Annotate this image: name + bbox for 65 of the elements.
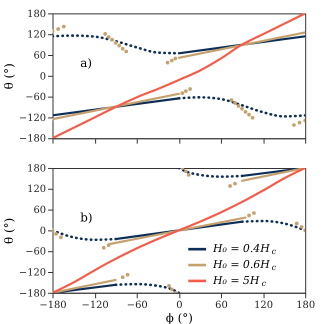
point [230,98,234,102]
point [166,60,170,64]
point [106,243,111,248]
point [62,24,66,28]
y-tick-label: −60 [25,92,46,104]
y-tick-label: 0 [40,226,46,237]
point [167,284,171,288]
point [250,116,254,120]
x-tick-label: 180 [296,300,316,312]
y-tick-label: 60 [33,205,46,216]
point [170,287,174,292]
point [236,104,240,108]
point [126,272,130,277]
point [188,87,192,91]
point [56,27,60,31]
point [110,38,114,42]
point [120,275,125,280]
point [184,170,188,174]
x-tick-label: 60 [215,300,228,312]
y-axis-title: θ (°) [2,218,16,244]
point [228,184,232,188]
point [186,173,191,177]
x-tick-label: 120 [254,300,274,312]
point [124,50,128,54]
annotation: b) [80,210,93,224]
y-tick-label: 60 [33,50,46,62]
point [184,89,188,93]
point [117,44,122,48]
point [247,112,251,117]
y-tick-label: 0 [40,71,46,82]
point [244,110,248,114]
point [59,235,63,240]
point [298,120,302,124]
annotation: a) [80,56,92,70]
y-tick-label: 120 [27,30,46,41]
point [102,246,106,250]
point [54,232,58,236]
point [114,41,118,45]
y-tick-label: 180 [27,163,46,174]
point [173,56,178,60]
y-tick-label: 180 [27,8,46,20]
point [252,211,256,215]
point [247,214,251,218]
x-tick-label: 0 [176,300,182,312]
x-tick-label: −60 [126,300,148,312]
point [233,182,237,186]
point [180,91,184,96]
y-axis-title: θ (°) [2,63,16,90]
point [300,225,304,229]
point [106,35,111,39]
y-tick-label: −60 [25,246,46,258]
y-tick-label: −180 [18,134,46,145]
point [240,106,244,111]
point [292,123,296,127]
y-tick-label: −120 [18,267,46,278]
legend-label: H₀ = 5Hc [212,274,267,288]
point [120,46,125,51]
x-tick-label: −120 [82,300,109,312]
y-tick-label: 120 [27,184,46,196]
point [103,32,108,36]
point [294,222,299,226]
point [170,58,174,62]
y-tick-label: −120 [18,112,46,124]
y-tick-label: −180 [18,288,46,300]
point [233,101,237,105]
